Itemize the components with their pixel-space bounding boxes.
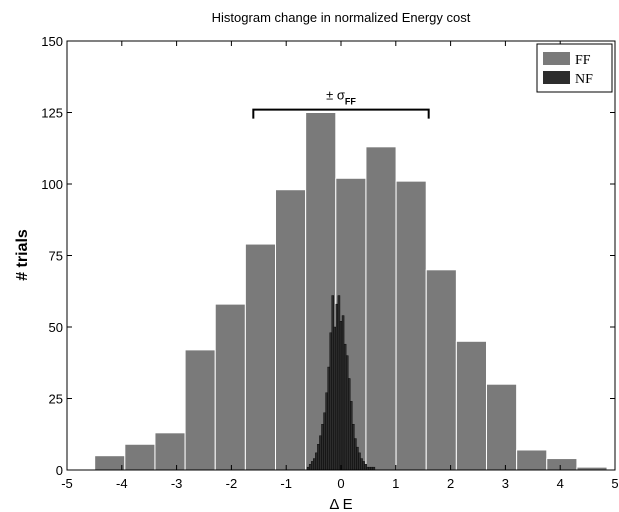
bar-nf — [325, 392, 328, 471]
x-tick-label: 4 — [557, 476, 564, 491]
bars-layer — [94, 112, 608, 471]
bar-ff — [154, 432, 186, 471]
bar-nf — [341, 315, 345, 471]
bar-ff — [124, 443, 156, 471]
x-axis-label: Δ E — [329, 496, 352, 512]
bar-nf — [354, 438, 357, 471]
bar-nf — [323, 412, 326, 471]
x-tick-label: 3 — [502, 476, 509, 491]
y-axis-label: # trials — [14, 229, 31, 281]
y-tick-label: 150 — [41, 34, 63, 49]
bar-nf — [317, 444, 320, 471]
bar-nf — [329, 332, 332, 471]
legend-swatch-ff — [543, 52, 570, 65]
bar-nf — [360, 458, 363, 471]
y-tick-label: 25 — [49, 392, 63, 407]
bar-ff — [455, 340, 487, 471]
series-ff — [94, 112, 608, 471]
y-tick-label: 100 — [41, 177, 63, 192]
bar-nf — [347, 378, 351, 471]
legend: FF NF — [536, 43, 613, 93]
bar-ff — [395, 180, 427, 471]
x-tick-label: -5 — [61, 476, 73, 491]
bar-nf — [345, 355, 349, 471]
bar-ff — [365, 146, 397, 471]
x-tick-label: -1 — [280, 476, 292, 491]
bar-ff — [275, 189, 307, 471]
bar-ff — [485, 383, 518, 471]
series-nf — [306, 295, 376, 471]
bar-nf — [362, 461, 365, 471]
chart-title: Histogram change in normalized Energy co… — [212, 10, 471, 25]
bar-nf — [319, 435, 322, 471]
sigma-annotation: ± σFF — [252, 88, 430, 119]
bar-ff — [94, 455, 126, 471]
bar-nf — [327, 366, 330, 471]
bar-nf — [331, 295, 335, 471]
ticks-layer — [66, 40, 616, 471]
bar-nf — [311, 461, 314, 471]
bar-nf — [335, 303, 339, 471]
bar-ff — [546, 458, 578, 471]
bar-nf — [339, 321, 343, 471]
legend-label-nf: NF — [575, 72, 593, 87]
bar-ff — [214, 303, 246, 471]
bar-ff — [244, 243, 277, 471]
bar-nf — [358, 452, 361, 471]
sigma-subscript: FF — [345, 97, 356, 107]
bar-nf — [313, 458, 316, 471]
y-tick-label: 50 — [49, 320, 63, 335]
sigma-symbol: ± σ — [326, 88, 345, 103]
x-tick-label: -2 — [226, 476, 238, 491]
legend-swatch-nf — [543, 71, 570, 84]
sigma-bracket — [252, 108, 430, 119]
bar-nf — [364, 464, 367, 471]
x-tick-label: 2 — [447, 476, 454, 491]
legend-label-ff: FF — [575, 53, 591, 68]
sigma-label: ± σFF — [326, 88, 356, 107]
bar-nf — [337, 295, 341, 471]
x-tick-label: -3 — [171, 476, 183, 491]
bar-nf — [343, 343, 347, 471]
x-tick-label: 0 — [337, 476, 344, 491]
bar-nf — [350, 401, 353, 471]
bar-ff — [184, 349, 216, 471]
x-tick-label: 5 — [611, 476, 618, 491]
bar-nf — [333, 326, 337, 471]
x-tick-label: -4 — [116, 476, 128, 491]
y-tick-label: 0 — [56, 463, 63, 478]
y-tick-label: 75 — [49, 249, 63, 264]
bar-nf — [308, 464, 312, 471]
bar-nf — [356, 446, 359, 471]
bar-nf — [315, 452, 318, 471]
bar-nf — [352, 424, 355, 471]
bar-ff — [516, 449, 548, 471]
bar-nf — [321, 424, 324, 471]
y-tick-label: 125 — [41, 106, 63, 121]
x-tick-label: 1 — [392, 476, 399, 491]
bar-ff — [425, 269, 457, 471]
